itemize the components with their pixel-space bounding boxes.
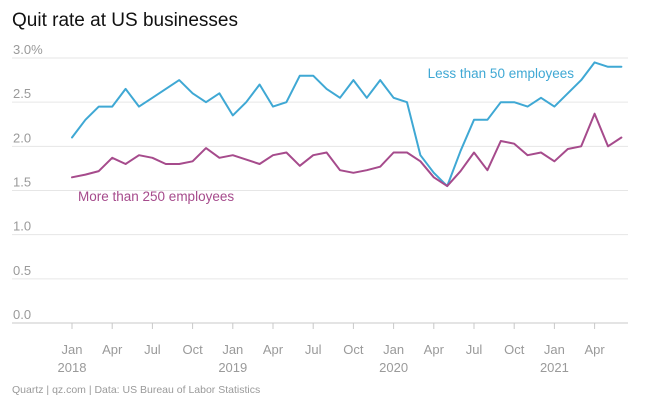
y-axis-ticks: 0.0 0.5 1.0 1.5 2.0 2.5 3.0% [13, 42, 43, 322]
y-tick-label: 1.0 [13, 219, 31, 234]
x-tick-month: Jul [305, 342, 322, 357]
x-tick-month: Oct [504, 342, 525, 357]
x-tick-month: Jan [383, 342, 404, 357]
x-tick-month: Jul [144, 342, 161, 357]
y-tick-label: 1.5 [13, 175, 31, 190]
x-tick-month: Apr [263, 342, 284, 357]
x-tick-month: Jul [466, 342, 483, 357]
y-tick-label: 0.5 [13, 263, 31, 278]
x-tick-year: 2021 [540, 360, 569, 375]
series-line-less-than-50 [71, 61, 623, 188]
series-line-more-than-250 [71, 112, 623, 188]
x-tick-month: Apr [424, 342, 445, 357]
x-tick-month: Jan [62, 342, 83, 357]
x-tick-year: 2020 [379, 360, 408, 375]
y-tick-label: 2.5 [13, 86, 31, 101]
gridlines [12, 57, 628, 324]
y-tick-label: 0.0 [13, 307, 31, 322]
y-tick-label: 3.0% [13, 42, 43, 57]
x-tick-month: Apr [102, 342, 123, 357]
series-lines [71, 61, 623, 188]
x-tick-month: Jan [544, 342, 565, 357]
x-tick-month: Oct [343, 342, 364, 357]
x-tick-month: Jan [222, 342, 243, 357]
x-axis-ticks: Jan 2018 Apr Jul Oct Jan 2019 Apr Jul Oct Jan 2020 A… [58, 323, 605, 375]
y-tick-label: 2.0 [13, 130, 31, 145]
source-note: Quartz | qz.com | Data: US Bureau of Lab… [12, 384, 261, 396]
x-tick-month: Apr [584, 342, 605, 357]
x-tick-year: 2018 [58, 360, 87, 375]
x-tick-year: 2019 [218, 360, 247, 375]
series-label-less-than-50: Less than 50 employees [428, 66, 575, 81]
series-label-more-than-250: More than 250 employees [78, 189, 234, 204]
chart-title: Quit rate at US businesses [12, 10, 238, 31]
x-tick-month: Oct [182, 342, 203, 357]
